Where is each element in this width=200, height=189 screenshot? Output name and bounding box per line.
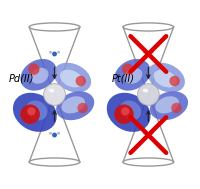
Circle shape bbox=[28, 64, 39, 75]
Ellipse shape bbox=[13, 93, 56, 132]
Circle shape bbox=[150, 51, 153, 54]
Ellipse shape bbox=[124, 68, 142, 84]
Circle shape bbox=[52, 52, 57, 56]
Circle shape bbox=[145, 52, 150, 56]
Ellipse shape bbox=[147, 63, 184, 92]
Circle shape bbox=[142, 132, 145, 135]
Ellipse shape bbox=[60, 70, 83, 88]
Circle shape bbox=[121, 107, 129, 115]
Text: Pd(II): Pd(II) bbox=[9, 74, 34, 84]
Ellipse shape bbox=[20, 59, 56, 91]
Ellipse shape bbox=[61, 96, 85, 113]
Circle shape bbox=[142, 51, 145, 54]
Circle shape bbox=[27, 107, 35, 115]
Circle shape bbox=[145, 133, 150, 137]
Circle shape bbox=[170, 103, 181, 113]
Circle shape bbox=[57, 132, 60, 135]
Ellipse shape bbox=[48, 89, 54, 92]
Circle shape bbox=[52, 133, 57, 137]
Ellipse shape bbox=[53, 63, 91, 92]
Circle shape bbox=[77, 103, 87, 113]
Circle shape bbox=[150, 132, 153, 135]
Circle shape bbox=[49, 51, 52, 54]
Ellipse shape bbox=[106, 93, 150, 132]
Ellipse shape bbox=[26, 101, 47, 120]
Ellipse shape bbox=[30, 68, 48, 84]
Circle shape bbox=[169, 76, 179, 86]
Circle shape bbox=[137, 84, 158, 105]
Circle shape bbox=[57, 51, 60, 54]
Ellipse shape bbox=[56, 91, 94, 120]
Text: Pt(II): Pt(II) bbox=[111, 74, 134, 84]
Circle shape bbox=[114, 105, 133, 124]
Circle shape bbox=[20, 105, 40, 124]
Ellipse shape bbox=[153, 70, 176, 88]
Ellipse shape bbox=[149, 91, 187, 120]
Ellipse shape bbox=[114, 59, 150, 91]
Ellipse shape bbox=[142, 89, 147, 92]
Ellipse shape bbox=[51, 91, 54, 93]
Ellipse shape bbox=[155, 96, 178, 113]
Ellipse shape bbox=[119, 101, 141, 120]
Ellipse shape bbox=[144, 91, 147, 93]
Circle shape bbox=[43, 84, 65, 105]
Circle shape bbox=[75, 76, 86, 86]
Circle shape bbox=[49, 132, 52, 135]
Circle shape bbox=[121, 64, 133, 75]
